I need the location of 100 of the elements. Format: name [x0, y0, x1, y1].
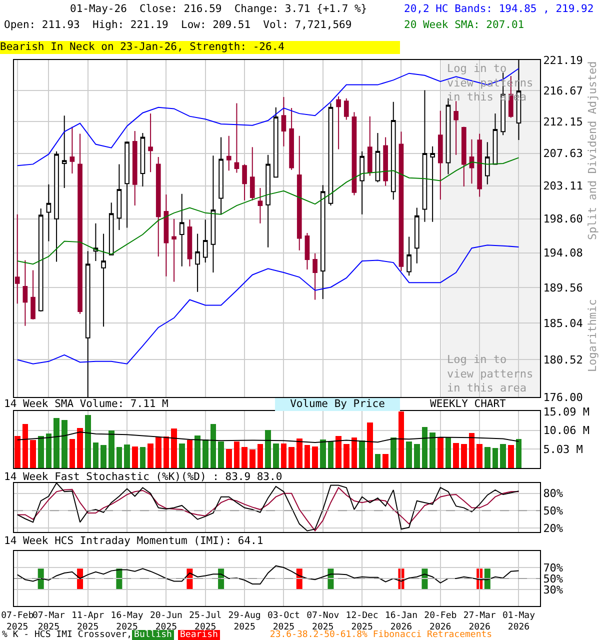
- line-series: [16, 432, 520, 443]
- y-tick-label: 10.06 M: [543, 424, 590, 438]
- text: 20,2 HC Bands: 194.85 , 219.92: [404, 3, 594, 16]
- candlestick: [492, 113, 498, 165]
- bar: [328, 441, 334, 468]
- bar: [280, 443, 287, 468]
- candlestick: [360, 150, 364, 215]
- candlestick: [195, 233, 200, 292]
- candlestick: [202, 219, 208, 264]
- candlestick: [132, 130, 138, 206]
- bar: [296, 438, 302, 468]
- bar: [218, 441, 224, 468]
- bar: [30, 440, 36, 468]
- bar: [272, 443, 279, 468]
- x-tick-label: 01-May 2026: [502, 610, 536, 632]
- bar: [186, 440, 193, 468]
- bar: [100, 445, 106, 468]
- bar: [453, 442, 459, 468]
- candlestick: [336, 96, 341, 150]
- text: Logarithmic: [586, 299, 599, 372]
- candlestick: [383, 136, 388, 186]
- chart-title: 14 Week SMA Volume: 7.11 M: [4, 398, 168, 411]
- candlestick: [70, 126, 75, 174]
- candlestick: [484, 142, 490, 185]
- candlestick: [179, 193, 184, 267]
- y-axis-title: Split and Dividend Adjusted: [586, 61, 599, 240]
- line-series: [16, 157, 520, 265]
- candlestick: [54, 150, 59, 262]
- y-tick-label: 216.67: [543, 84, 583, 98]
- candlestick: [218, 136, 224, 215]
- y-tick-label: 221.19: [543, 54, 583, 67]
- bar: [116, 447, 122, 468]
- bar: [140, 447, 146, 468]
- y-tick-label: 15.09 M: [543, 405, 590, 418]
- bar: [468, 433, 475, 468]
- y-tick-label: 50%: [543, 572, 564, 586]
- candlestick: [312, 252, 318, 300]
- candlestick: [469, 138, 474, 184]
- text: Bearish In Neck on 23-Jan-26, Strength: -26.4: [0, 41, 400, 54]
- candlestick: [454, 100, 458, 156]
- bar: [430, 432, 436, 468]
- candlestick: [304, 232, 310, 270]
- line-series: [16, 565, 520, 584]
- candlestick: [390, 101, 396, 200]
- bar: [14, 436, 20, 468]
- bar: [351, 437, 358, 468]
- candlestick: [430, 146, 435, 222]
- candlestick: [281, 96, 286, 147]
- bar: [320, 440, 326, 468]
- bar: [460, 444, 467, 468]
- bar: [366, 422, 373, 468]
- candlestick: [22, 260, 28, 326]
- candlestick: [108, 202, 114, 256]
- candlestick: [438, 110, 443, 200]
- candlestick: [352, 112, 357, 196]
- candlestick: [156, 156, 161, 257]
- bar: [54, 418, 60, 468]
- bar: [77, 428, 83, 468]
- candlestick: [148, 113, 153, 173]
- bar: [257, 444, 264, 468]
- y-tick-label: 194.08: [543, 246, 583, 260]
- chart-title: 14 Week HCS Intraday Momentum (IMI): 64.1: [4, 535, 264, 548]
- bar: [422, 426, 428, 468]
- candlestick: [344, 98, 349, 120]
- bar: [242, 447, 248, 468]
- bar: [414, 444, 420, 468]
- bar: [476, 444, 482, 468]
- y-tick-label: 189.56: [543, 281, 583, 294]
- candlestick: [30, 270, 36, 320]
- bar: [202, 440, 208, 468]
- bar: [234, 441, 240, 468]
- candlestick: [375, 132, 380, 183]
- candlestick: [414, 207, 420, 264]
- candlestick: [477, 133, 482, 198]
- candlestick: [164, 194, 169, 277]
- bar: [288, 447, 294, 468]
- text: Log in to view patterns in this area: [447, 353, 534, 395]
- candlestick: [226, 135, 232, 172]
- bar: [249, 450, 256, 468]
- candlestick: [234, 102, 240, 174]
- bar: [108, 430, 114, 468]
- candlestick: [328, 102, 334, 206]
- bar: [38, 436, 44, 468]
- y-tick-label: 20%: [543, 522, 564, 535]
- candlestick: [187, 219, 192, 267]
- candlestick: [250, 146, 255, 201]
- candlestick: [296, 135, 302, 251]
- candlestick: [266, 154, 270, 248]
- bar: [312, 446, 318, 468]
- bar: [500, 444, 506, 468]
- bar: [92, 442, 99, 468]
- bar: [22, 424, 28, 468]
- x-tick-label: 29-Aug 2025: [228, 610, 261, 632]
- bar: [194, 435, 200, 468]
- candlestick: [210, 155, 216, 274]
- candlestick: [101, 233, 106, 328]
- bar: [382, 454, 388, 468]
- bar: [437, 438, 444, 468]
- bar: [508, 445, 514, 468]
- text: Bullish: [132, 630, 174, 640]
